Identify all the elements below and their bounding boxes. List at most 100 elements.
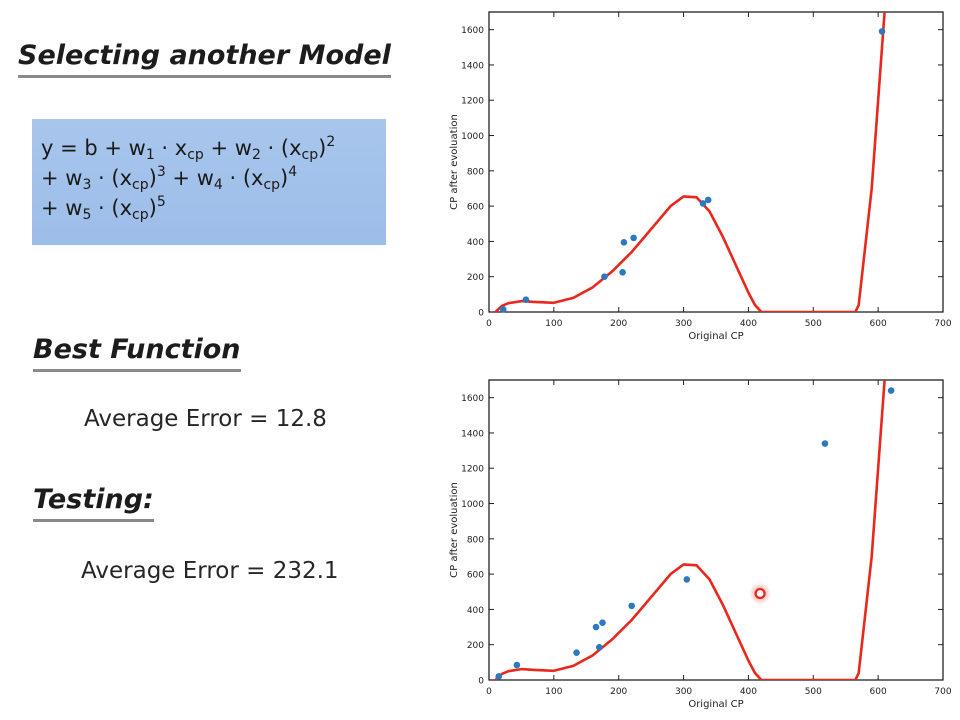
- x-tick-label: 0: [486, 687, 492, 697]
- x-tick-label: 600: [870, 687, 887, 697]
- y-tick-label: 1200: [461, 465, 484, 475]
- y-tick-label: 200: [467, 641, 484, 651]
- data-point: [592, 623, 600, 631]
- data-point: [821, 440, 829, 447]
- y-tick-label: 1400: [461, 61, 484, 71]
- formula-token: 3: [156, 164, 166, 180]
- y-axis-label: CP after evoluation: [449, 482, 460, 578]
- x-tick-label: 0: [486, 319, 492, 329]
- formula-line-2: + w3 · (xcp)3 + w4 · (xcp)4: [41, 163, 378, 193]
- formula-box: y = b + w1 · xcp + w2 · (xcp)2 + w3 · (x…: [32, 119, 386, 245]
- formula-token: + w: [41, 196, 83, 220]
- x-tick-label: 500: [805, 687, 822, 697]
- data-point: [599, 619, 606, 626]
- data-point: [601, 273, 608, 281]
- highlighted-point: [754, 587, 766, 600]
- formula-token: ): [280, 166, 289, 190]
- selecting-model-heading: Selecting another Model: [18, 40, 391, 78]
- data-point: [619, 268, 626, 276]
- y-tick-label: 600: [467, 571, 484, 581]
- y-tick-label: 600: [467, 203, 484, 213]
- y-tick-label: 200: [467, 273, 484, 283]
- formula-token: · (x: [222, 166, 264, 190]
- formula-token: y = b + w: [41, 136, 146, 160]
- formula-line-1: y = b + w1 · xcp + w2 · (xcp)2: [41, 133, 378, 163]
- formula-token: ): [318, 136, 327, 160]
- data-point: [704, 196, 712, 204]
- data-point: [878, 28, 886, 35]
- data-point: [628, 602, 635, 610]
- y-tick-label: 0: [478, 309, 484, 319]
- data-point: [513, 661, 521, 669]
- x-tick-label: 700: [934, 319, 951, 329]
- formula-token: + w: [165, 166, 214, 190]
- data-point: [573, 649, 580, 656]
- y-tick-label: 400: [467, 606, 484, 616]
- formula-token: · x: [154, 136, 188, 160]
- formula-token: 5: [156, 194, 166, 210]
- x-tick-label: 500: [805, 319, 822, 329]
- x-tick-label: 300: [675, 687, 692, 697]
- data-point: [630, 234, 637, 242]
- formula-token: ): [148, 166, 157, 190]
- formula-token: cp: [187, 147, 204, 163]
- plot-frame: [488, 11, 944, 313]
- formula-token: 3: [82, 177, 92, 193]
- formula-token: · (x: [260, 136, 302, 160]
- formula-token: ): [148, 196, 157, 220]
- formula-token: 5: [82, 207, 92, 223]
- x-axis-label: Original CP: [688, 699, 743, 710]
- curve-group: [494, 12, 886, 312]
- data-point: [683, 576, 691, 583]
- y-tick-label: 1400: [461, 429, 484, 439]
- formula-token: 4: [213, 177, 223, 193]
- data-point: [495, 673, 503, 680]
- x-tick-label: 700: [934, 687, 951, 697]
- y-axis-label: CP after evoluation: [449, 114, 460, 210]
- y-tick-label: 800: [467, 167, 484, 177]
- x-tick-label: 200: [610, 319, 627, 329]
- formula-token: 2: [251, 147, 261, 163]
- formula-token: cp: [301, 147, 319, 163]
- y-tick-label: 1000: [461, 500, 484, 510]
- x-tick-label: 200: [610, 687, 627, 697]
- formula-token: + w: [203, 136, 252, 160]
- y-tick-label: 1200: [461, 97, 484, 107]
- y-tick-label: 0: [478, 677, 484, 687]
- y-tick-label: 1600: [461, 394, 484, 404]
- y-tick-label: 1600: [461, 26, 484, 36]
- formula-token: cp: [132, 177, 149, 193]
- data-point: [499, 306, 507, 313]
- y-tick-label: 400: [467, 238, 484, 248]
- formula-token: 4: [288, 164, 298, 180]
- x-axis-label: Original CP: [688, 331, 743, 342]
- testing-average-error: Average Error = 232.1: [81, 558, 339, 584]
- formula-token: · (x: [91, 166, 133, 190]
- data-point: [522, 296, 530, 303]
- plot-frame: [488, 379, 944, 681]
- formula-token: cp: [132, 207, 149, 223]
- x-tick-label: 400: [740, 319, 757, 329]
- formula-token: 1: [145, 147, 155, 163]
- formula-token: 2: [326, 134, 336, 150]
- data-point: [595, 644, 603, 651]
- formula-line-3: + w5 · (xcp)5: [41, 193, 378, 223]
- y-tick-label: 1000: [461, 132, 484, 142]
- data-point: [699, 200, 707, 207]
- fitted-curve: [494, 12, 886, 312]
- formula-token: + w: [41, 166, 83, 190]
- data-point: [887, 387, 895, 394]
- data-point: [620, 238, 628, 246]
- best-function-heading: Best Function: [33, 334, 241, 372]
- x-tick-label: 100: [545, 319, 562, 329]
- x-tick-label: 600: [870, 319, 887, 329]
- y-tick-label: 800: [467, 535, 484, 545]
- formula-token: · (x: [91, 196, 133, 220]
- x-tick-label: 400: [740, 687, 757, 697]
- x-tick-label: 300: [675, 319, 692, 329]
- formula-token: cp: [263, 177, 281, 193]
- curve-group: [494, 380, 886, 680]
- fitted-curve: [494, 380, 886, 680]
